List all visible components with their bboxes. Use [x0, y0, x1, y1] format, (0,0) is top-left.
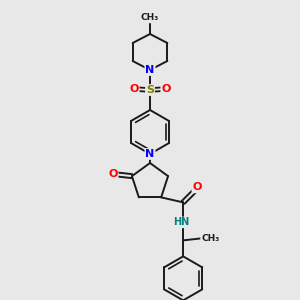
Text: CH₃: CH₃: [141, 14, 159, 22]
Text: N: N: [146, 149, 154, 159]
Text: O: O: [161, 84, 171, 94]
Text: O: O: [193, 182, 202, 192]
Text: O: O: [108, 169, 118, 179]
Text: S: S: [146, 85, 154, 95]
Text: CH₃: CH₃: [201, 234, 219, 243]
Text: HN: HN: [173, 218, 189, 227]
Text: O: O: [129, 84, 139, 94]
Text: N: N: [146, 65, 154, 75]
